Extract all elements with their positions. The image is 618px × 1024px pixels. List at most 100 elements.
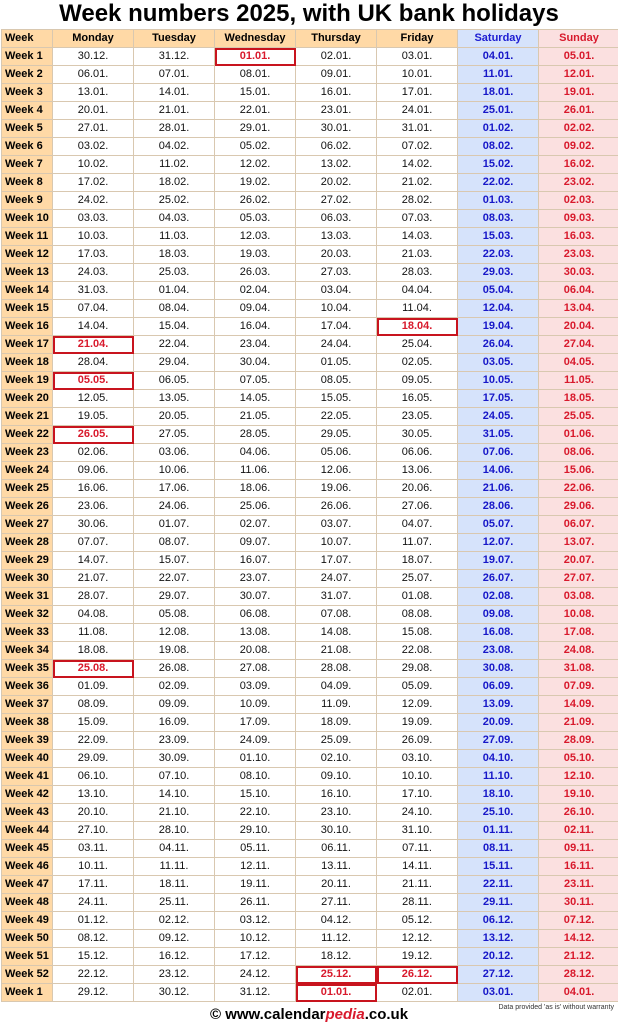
wednesday-date-cell: 06.08. [214, 605, 296, 624]
table-row: Week 21 19.05. 20.05. 21.05. 22.05. 23.05. 24.… [1, 407, 618, 426]
sunday-date-cell: 29.06. [538, 497, 618, 516]
table-row: Week 7 10.02. 11.02. 12.02. 13.02. 14.02. 15.0… [1, 155, 618, 174]
monday-date-cell: 17.03. [52, 245, 134, 264]
table-row: Week 36 01.09. 02.09. 03.09. 04.09. 05.09. 06.… [1, 677, 618, 696]
monday-date-cell: 04.08. [52, 605, 134, 624]
table-row: Week 38 15.09. 16.09. 17.09. 18.09. 19.09. 20.… [1, 713, 618, 732]
friday-date-cell: 04.07. [376, 515, 458, 534]
saturday-date-cell: 17.05. [457, 389, 539, 408]
saturday-date-cell: 26.04. [457, 335, 539, 354]
wednesday-date-cell: 29.01. [214, 119, 296, 138]
wednesday-date-cell: 01.10. [214, 749, 296, 768]
monday-date-cell: 24.02. [52, 191, 134, 210]
monday-date-cell: 03.11. [52, 839, 134, 858]
tuesday-date-cell: 25.02. [133, 191, 215, 210]
sunday-date-cell: 21.12. [538, 947, 618, 966]
sunday-date-cell: 17.08. [538, 623, 618, 642]
monday-date-cell: 29.12. [52, 983, 134, 1002]
friday-date-cell: 06.06. [376, 443, 458, 462]
tuesday-date-cell: 25.03. [133, 263, 215, 282]
table-row: Week 1 30.12. 31.12. 01.01. 02.01. 03.01. 04.0… [1, 47, 618, 66]
footer-site-link[interactable]: © www.calendarpedia.co.uk [0, 1006, 618, 1024]
wednesday-date-cell: 19.03. [214, 245, 296, 264]
wednesday-date-cell: 10.09. [214, 695, 296, 714]
week-label: Week 8 [1, 173, 53, 192]
friday-date-cell: 01.08. [376, 587, 458, 606]
friday-date-cell: 12.12. [376, 929, 458, 948]
header-friday: Friday [376, 29, 458, 48]
sunday-date-cell: 26.10. [538, 803, 618, 822]
table-row: Week 34 18.08. 19.08. 20.08. 21.08. 22.08. 23.… [1, 641, 618, 660]
header-saturday: Saturday [457, 29, 539, 48]
week-label: Week 24 [1, 461, 53, 480]
thursday-date-cell: 19.06. [295, 479, 377, 498]
monday-date-cell: 15.09. [52, 713, 134, 732]
wednesday-date-cell: 16.04. [214, 317, 296, 336]
table-body: Week 1 30.12. 31.12. 01.01. 02.01. 03.01. 04.0… [1, 47, 618, 1002]
monday-date-cell: 13.01. [52, 83, 134, 102]
wednesday-date-cell: 30.07. [214, 587, 296, 606]
table-row: Week 49 01.12. 02.12. 03.12. 04.12. 05.12. 06.… [1, 911, 618, 930]
thursday-date-cell: 25.09. [295, 731, 377, 750]
table-row: Week 3 13.01. 14.01. 15.01. 16.01. 17.01. 18.0… [1, 83, 618, 102]
tuesday-date-cell: 13.05. [133, 389, 215, 408]
sunday-date-cell: 06.07. [538, 515, 618, 534]
saturday-date-cell: 28.06. [457, 497, 539, 516]
tuesday-date-cell: 20.05. [133, 407, 215, 426]
tuesday-date-cell: 23.09. [133, 731, 215, 750]
thursday-date-cell: 15.05. [295, 389, 377, 408]
tuesday-date-cell: 06.05. [133, 371, 215, 390]
thursday-date-cell: 24.04. [295, 335, 377, 354]
monday-date-cell: 22.12. [52, 965, 134, 984]
tuesday-date-cell: 23.12. [133, 965, 215, 984]
monday-date-cell: 14.04. [52, 317, 134, 336]
wednesday-date-cell: 09.07. [214, 533, 296, 552]
saturday-date-cell: 08.02. [457, 137, 539, 156]
wednesday-date-cell: 26.03. [214, 263, 296, 282]
friday-date-cell: 14.11. [376, 857, 458, 876]
saturday-date-cell: 13.12. [457, 929, 539, 948]
week-label: Week 21 [1, 407, 53, 426]
monday-date-cell: 03.03. [52, 209, 134, 228]
friday-date-cell: 08.08. [376, 605, 458, 624]
monday-date-cell: 10.02. [52, 155, 134, 174]
friday-date-cell: 22.08. [376, 641, 458, 660]
thursday-date-cell: 13.11. [295, 857, 377, 876]
week-label: Week 15 [1, 299, 53, 318]
saturday-date-cell: 15.03. [457, 227, 539, 246]
table-row: Week 41 06.10. 07.10. 08.10. 09.10. 10.10. 11.… [1, 767, 618, 786]
tuesday-date-cell: 05.08. [133, 605, 215, 624]
friday-date-cell: 21.02. [376, 173, 458, 192]
tuesday-date-cell: 01.07. [133, 515, 215, 534]
monday-date-cell: 27.01. [52, 119, 134, 138]
sunday-date-cell: 21.09. [538, 713, 618, 732]
monday-date-cell: 29.09. [52, 749, 134, 768]
week-label: Week 20 [1, 389, 53, 408]
sunday-date-cell: 23.11. [538, 875, 618, 894]
wednesday-date-cell: 13.08. [214, 623, 296, 642]
wednesday-date-cell: 16.07. [214, 551, 296, 570]
monday-date-cell: 14.07. [52, 551, 134, 570]
wednesday-date-cell: 26.11. [214, 893, 296, 912]
tuesday-date-cell: 14.01. [133, 83, 215, 102]
tuesday-date-cell: 07.01. [133, 65, 215, 84]
saturday-date-cell: 23.08. [457, 641, 539, 660]
wednesday-date-cell: 26.02. [214, 191, 296, 210]
tuesday-date-cell: 21.01. [133, 101, 215, 120]
sunday-date-cell: 26.01. [538, 101, 618, 120]
tuesday-date-cell: 02.09. [133, 677, 215, 696]
week-label: Week 49 [1, 911, 53, 930]
wednesday-date-cell: 12.02. [214, 155, 296, 174]
saturday-date-cell: 13.09. [457, 695, 539, 714]
friday-date-cell: 11.07. [376, 533, 458, 552]
wednesday-date-cell: 11.06. [214, 461, 296, 480]
table-row: Week 5 27.01. 28.01. 29.01. 30.01. 31.01. 01.0… [1, 119, 618, 138]
tuesday-date-cell: 25.11. [133, 893, 215, 912]
wednesday-date-cell: 23.07. [214, 569, 296, 588]
monday-date-cell: 07.07. [52, 533, 134, 552]
wednesday-date-cell: 22.01. [214, 101, 296, 120]
saturday-date-cell: 14.06. [457, 461, 539, 480]
saturday-date-cell: 15.02. [457, 155, 539, 174]
saturday-date-cell: 19.04. [457, 317, 539, 336]
saturday-date-cell: 04.01. [457, 47, 539, 66]
